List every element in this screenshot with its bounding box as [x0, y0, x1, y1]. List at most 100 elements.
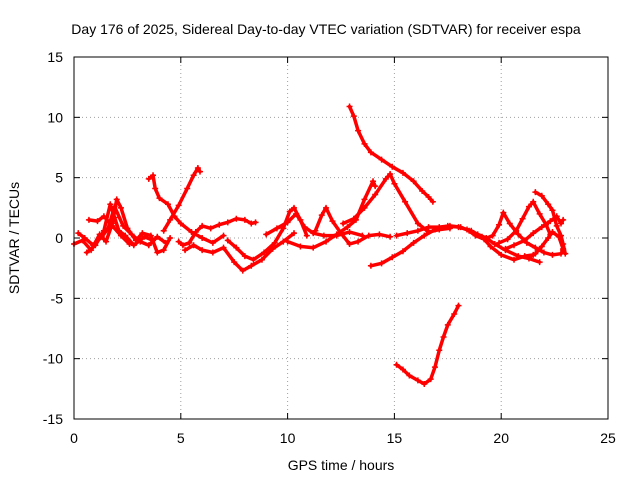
- data-point: [425, 193, 432, 200]
- data-point: [545, 235, 552, 241]
- data-point: [382, 175, 389, 182]
- data-point: [389, 163, 396, 170]
- data-point: [464, 226, 471, 233]
- data-point: [346, 241, 353, 248]
- data-point: [378, 156, 385, 163]
- series-trace-q: [394, 303, 461, 386]
- data-point: [414, 377, 421, 384]
- data-point: [117, 204, 124, 211]
- y-tick-label: 15: [47, 49, 63, 65]
- data-point: [425, 224, 432, 231]
- data-point: [436, 224, 443, 231]
- data-point: [310, 244, 317, 251]
- data-point: [370, 178, 377, 185]
- x-tick-label: 25: [600, 430, 616, 446]
- data-point: [175, 238, 182, 245]
- x-tick-label: 15: [387, 430, 403, 446]
- data-point: [451, 311, 458, 318]
- x-axis-label: GPS time / hours: [288, 457, 395, 473]
- data-point: [239, 267, 246, 274]
- data-point: [209, 249, 216, 256]
- data-point: [402, 198, 409, 205]
- data-point: [540, 249, 547, 256]
- data-point: [496, 239, 503, 246]
- data-point: [241, 216, 248, 223]
- data-point: [179, 242, 186, 249]
- data-point: [487, 243, 494, 250]
- data-point: [404, 230, 411, 237]
- data-point: [545, 201, 552, 208]
- data-point: [107, 201, 114, 208]
- data-point: [273, 225, 280, 232]
- data-point: [233, 215, 240, 222]
- data-point: [120, 222, 127, 229]
- data-point: [271, 239, 278, 246]
- series-trace-e: [147, 173, 226, 245]
- data-point: [81, 235, 88, 241]
- y-tick-label: -5: [51, 290, 64, 306]
- data-point: [291, 230, 298, 237]
- data-point: [457, 224, 464, 231]
- data-point: [387, 233, 394, 240]
- data-point: [521, 237, 528, 244]
- data-point: [536, 210, 543, 217]
- y-axis-label: SDTVAR / TECUs: [6, 182, 22, 294]
- data-point: [455, 302, 462, 309]
- data-point: [100, 227, 107, 234]
- data-point: [489, 232, 496, 239]
- data-point: [414, 227, 421, 234]
- x-tick-label: 0: [70, 430, 78, 446]
- data-point: [399, 248, 406, 255]
- data-point: [389, 254, 396, 261]
- data-point: [429, 198, 436, 205]
- data-point: [502, 245, 509, 252]
- data-point: [94, 218, 101, 225]
- data-point: [549, 251, 556, 258]
- data-point: [378, 260, 385, 267]
- data-point: [286, 208, 293, 215]
- data-point: [419, 187, 426, 194]
- data-point: [150, 172, 157, 179]
- data-point: [154, 249, 161, 256]
- data-point: [220, 244, 227, 251]
- y-tick-label: 0: [55, 230, 63, 246]
- data-point: [258, 256, 265, 263]
- data-point: [361, 196, 368, 203]
- data-point: [446, 222, 453, 229]
- data-point: [361, 140, 368, 147]
- y-tick-label: 10: [47, 109, 63, 125]
- data-point: [301, 224, 308, 231]
- data-point: [323, 204, 330, 211]
- data-point: [338, 230, 344, 237]
- data-point: [532, 250, 539, 257]
- data-point: [436, 347, 443, 354]
- data-point: [530, 198, 537, 205]
- y-tick-label: -15: [43, 411, 63, 427]
- data-point: [558, 220, 565, 227]
- data-point: [376, 231, 383, 238]
- data-point: [186, 239, 193, 246]
- data-point: [536, 259, 543, 266]
- data-point: [117, 232, 124, 239]
- data-point: [248, 262, 255, 269]
- data-point: [365, 232, 372, 239]
- data-traces: [71, 103, 569, 388]
- data-point: [399, 366, 406, 373]
- data-point: [323, 238, 330, 245]
- data-point: [414, 220, 421, 227]
- data-point: [164, 201, 171, 208]
- data-point: [291, 204, 298, 211]
- data-point: [190, 172, 197, 179]
- data-point: [538, 224, 545, 231]
- data-point: [391, 180, 398, 187]
- series-trace-h: [183, 231, 296, 273]
- data-point: [532, 189, 539, 196]
- data-point: [440, 333, 447, 340]
- data-point: [111, 214, 118, 221]
- data-point: [199, 222, 206, 229]
- data-point: [333, 231, 340, 238]
- data-point: [182, 247, 189, 254]
- data-point: [233, 244, 240, 251]
- data-point: [387, 171, 394, 178]
